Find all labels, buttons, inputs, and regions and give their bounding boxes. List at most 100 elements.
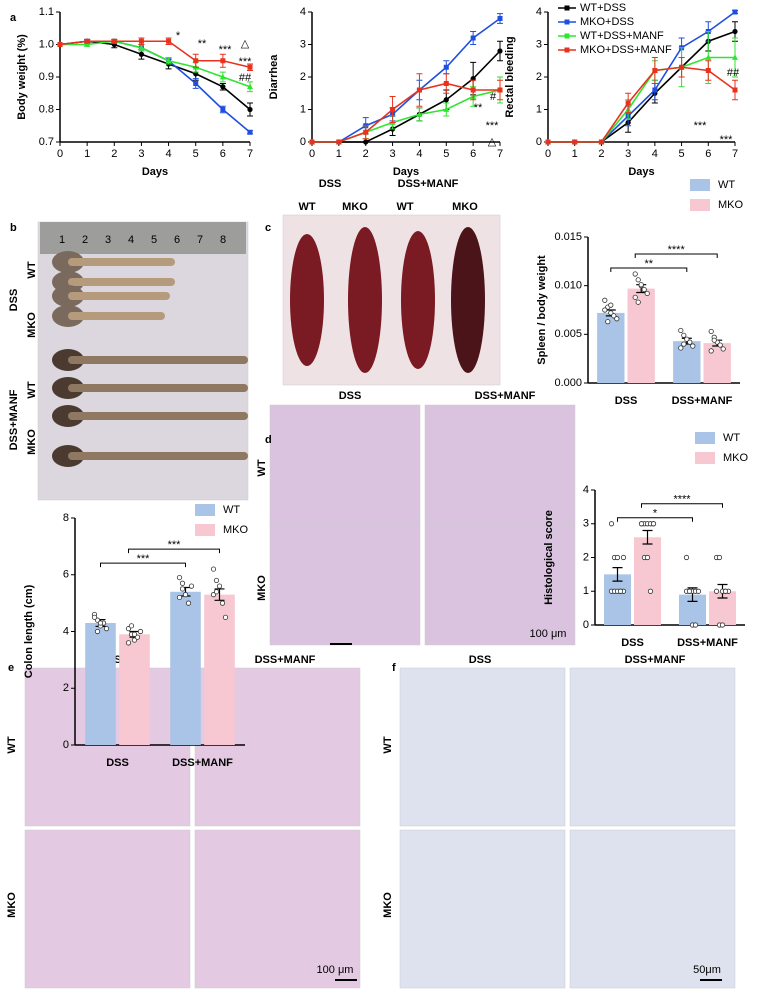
colon-body — [68, 384, 248, 392]
y-tick-label: 0.005 — [554, 328, 582, 340]
marker — [166, 38, 172, 44]
y-tick-label: 1 — [583, 585, 589, 597]
data-point — [635, 299, 641, 305]
marker — [165, 57, 172, 64]
error-bar — [642, 529, 653, 545]
bar — [703, 343, 731, 383]
data-point — [213, 589, 220, 595]
colon-body — [68, 412, 248, 420]
image-label: MKO — [452, 201, 478, 213]
significance-label: ** — [645, 258, 654, 270]
x-tick-label: 3 — [390, 148, 396, 160]
x-tick-label: 1 — [84, 148, 90, 160]
x-tick-label: 5 — [443, 148, 449, 160]
pas-image — [194, 829, 361, 989]
legend-label: MKO — [723, 452, 749, 464]
data-point — [708, 348, 714, 354]
annotation: *** — [694, 120, 708, 132]
image-label: WT — [396, 201, 413, 213]
data-point — [708, 328, 714, 335]
ruler-number: 6 — [174, 234, 180, 246]
colon-body — [68, 292, 170, 300]
image-label: DSS — [319, 178, 342, 190]
ruler-number: 1 — [59, 234, 65, 246]
legend-marker — [564, 19, 570, 25]
legend-label: MKO+DSS+MANF — [580, 44, 672, 56]
legend-label: MKO — [718, 199, 744, 211]
data-point — [97, 620, 104, 626]
image-label: DSS — [8, 289, 20, 312]
marker — [390, 107, 396, 112]
y-axis-label: Diarrhea — [268, 54, 280, 100]
data-point — [605, 319, 611, 325]
x-tick-label: 3 — [625, 148, 631, 160]
x-tick-label: DSS+MANF — [672, 395, 733, 407]
data-point — [719, 622, 726, 628]
image-label: MKO — [6, 892, 18, 918]
marker — [309, 139, 315, 145]
spleen — [401, 231, 435, 369]
marker — [443, 106, 450, 112]
data-point — [614, 554, 621, 561]
image-label: MKO — [382, 892, 394, 918]
marker — [363, 139, 369, 145]
marker — [416, 111, 423, 117]
annotation: *** — [486, 120, 500, 132]
ruler-number: 8 — [220, 234, 226, 246]
data-point — [644, 290, 650, 297]
data-point — [641, 286, 647, 293]
significance-bracket — [641, 503, 723, 508]
panel-letter: a — [10, 12, 17, 24]
image-label: 50μm — [693, 964, 721, 976]
data-point — [137, 628, 144, 635]
marker — [572, 139, 578, 145]
bar — [204, 594, 235, 745]
marker — [732, 9, 738, 15]
data-point — [608, 302, 614, 308]
x-tick-label: DSS+MANF — [677, 637, 738, 649]
spleen — [290, 234, 324, 366]
data-point — [216, 583, 223, 589]
legend-swatch — [695, 452, 715, 464]
legend-swatch — [690, 179, 710, 191]
marker — [247, 106, 253, 113]
marker — [219, 73, 226, 80]
error-bar — [612, 567, 623, 582]
data-point — [687, 339, 693, 345]
x-tick-label: 5 — [679, 148, 685, 160]
legend-swatch — [695, 432, 715, 444]
legend-label: WT+DSS+MANF — [580, 30, 664, 42]
x-tick-label: DSS — [615, 395, 638, 407]
data-point — [678, 345, 684, 351]
data-point — [611, 313, 617, 319]
bar — [627, 288, 655, 383]
y-tick-label: 2 — [536, 71, 542, 83]
data-point — [210, 566, 217, 572]
legend-swatch — [195, 504, 215, 516]
data-point — [617, 588, 624, 594]
legend-label: WT — [223, 504, 240, 516]
marker — [443, 64, 449, 70]
y-tick-label: 1 — [300, 103, 306, 115]
annotation: * — [176, 30, 181, 42]
ruler — [40, 222, 246, 254]
he-image — [269, 524, 421, 646]
data-point — [713, 588, 720, 594]
data-point — [635, 277, 641, 283]
marker — [138, 44, 145, 51]
ruler-number: 3 — [105, 234, 111, 246]
x-tick-label: 4 — [416, 148, 422, 160]
marker — [111, 38, 117, 44]
data-point — [716, 554, 723, 561]
data-point — [608, 521, 615, 527]
x-axis-label: Days — [628, 166, 654, 178]
data-point — [602, 297, 608, 303]
marker — [363, 129, 369, 135]
y-tick-label: 0.8 — [39, 103, 54, 115]
significance-bracket — [610, 267, 688, 272]
data-point — [717, 342, 723, 348]
annotation: ** — [198, 38, 207, 50]
colon-body — [68, 356, 248, 364]
data-point — [644, 554, 651, 561]
y-tick-label: 0 — [536, 136, 542, 148]
